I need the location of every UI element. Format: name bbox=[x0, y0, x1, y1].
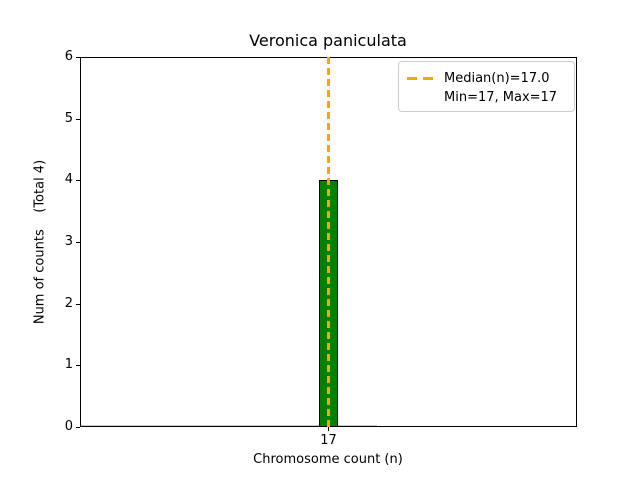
y-tick-mark bbox=[76, 365, 80, 366]
legend-label-median: Median(n)=17.0 bbox=[444, 71, 550, 86]
legend-entry-minmax: Min=17, Max=17 bbox=[407, 88, 566, 107]
orange-dashed-line-icon bbox=[407, 77, 434, 80]
y-tick-label: 3 bbox=[64, 234, 73, 249]
zero-baseline-line bbox=[81, 425, 377, 426]
y-tick-label: 0 bbox=[64, 419, 73, 434]
y-tick-mark bbox=[76, 427, 80, 428]
median-dashed-line bbox=[327, 57, 330, 427]
y-tick-label: 5 bbox=[64, 111, 73, 126]
x-axis-label: Chromosome count (n) bbox=[253, 452, 403, 467]
y-tick-label: 1 bbox=[64, 357, 73, 372]
chart-title: Veronica paniculata bbox=[249, 31, 407, 50]
x-tick-mark bbox=[328, 427, 329, 431]
y-tick-mark bbox=[76, 57, 80, 58]
x-tick-label: 17 bbox=[320, 433, 337, 448]
y-tick-label: 6 bbox=[64, 49, 73, 64]
y-axis-label: Num of counts (Total 4) bbox=[32, 159, 48, 325]
y-tick-label: 2 bbox=[64, 296, 73, 311]
y-tick-mark bbox=[76, 119, 80, 120]
y-tick-label: 4 bbox=[64, 172, 73, 187]
y-tick-mark bbox=[76, 242, 80, 243]
legend-entry-median: Median(n)=17.0 bbox=[407, 69, 566, 88]
y-tick-mark bbox=[76, 180, 80, 181]
legend-label-minmax: Min=17, Max=17 bbox=[444, 90, 558, 105]
legend: Median(n)=17.0 Min=17, Max=17 bbox=[398, 61, 575, 112]
y-tick-mark bbox=[76, 304, 80, 305]
